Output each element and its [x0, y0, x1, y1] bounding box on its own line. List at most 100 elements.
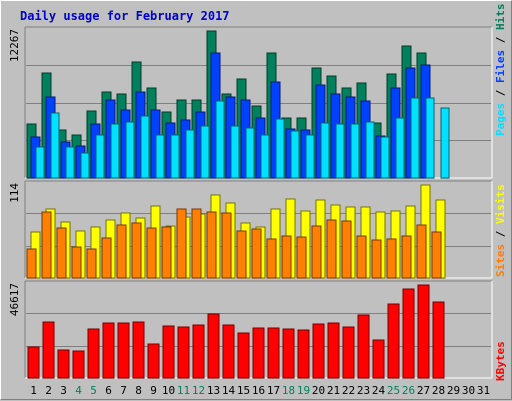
- kbytes-bar-day-5: [87, 328, 100, 379]
- pages-bar-day-2: [50, 112, 60, 179]
- legend-hits: Hits: [494, 4, 507, 31]
- chart-title: Daily usage for February 2017: [20, 9, 230, 23]
- day-label-12: 12: [192, 384, 205, 397]
- visits-panel-max-label: 114: [8, 183, 21, 203]
- pages-bar-day-13: [215, 100, 225, 179]
- day-label-17: 17: [267, 384, 280, 397]
- sites-bar-day-23: [356, 235, 367, 279]
- kbytes-bar-day-25: [387, 303, 400, 379]
- sites-bar-day-8: [131, 222, 142, 279]
- day-label-26: 26: [402, 384, 415, 397]
- day-label-18: 18: [282, 384, 295, 397]
- sites-bar-day-27: [416, 224, 427, 279]
- kbytes-bar-day-8: [132, 321, 145, 379]
- pages-bar-day-10: [170, 134, 180, 179]
- day-label-31: 31: [477, 384, 490, 397]
- pages-bar-day-20: [320, 122, 330, 179]
- day-label-30: 30: [462, 384, 475, 397]
- kbytes-bar-day-14: [222, 324, 235, 379]
- kbytes-panel-max-label: 46617: [8, 283, 21, 316]
- sites-bar-day-2: [41, 211, 52, 279]
- day-label-20: 20: [312, 384, 325, 397]
- sites-bar-day-25: [386, 238, 397, 279]
- kbytes-bar-day-6: [102, 322, 115, 379]
- pages-bar-day-17: [275, 118, 285, 179]
- kbytes-bar-day-24: [372, 339, 385, 379]
- day-label-29: 29: [447, 384, 460, 397]
- day-label-13: 13: [207, 384, 220, 397]
- legend-separator: /: [494, 83, 507, 103]
- chart-panels: [24, 26, 493, 379]
- hits-panel-max-label: 12267: [8, 29, 21, 62]
- kbytes-bar-day-16: [252, 327, 265, 379]
- pages-bar-day-12: [200, 125, 210, 179]
- kbytes-bar-day-13: [207, 313, 220, 379]
- day-label-10: 10: [162, 384, 175, 397]
- day-label-21: 21: [327, 384, 340, 397]
- sites-bar-day-3: [56, 227, 67, 279]
- pages-bar-day-3: [65, 146, 75, 179]
- day-label-9: 9: [150, 384, 157, 397]
- pages-bar-day-28: [440, 107, 450, 179]
- sites-bar-day-22: [341, 220, 352, 279]
- kbytes-bar-day-3: [57, 349, 70, 379]
- sites-bar-day-28: [431, 231, 442, 279]
- pages-bar-day-27: [425, 97, 435, 179]
- kbytes-bar-day-28: [432, 301, 445, 379]
- day-label-24: 24: [372, 384, 386, 397]
- day-label-15: 15: [237, 384, 250, 397]
- sites-bar-day-26: [401, 235, 412, 279]
- kbytes-bar-day-19: [297, 329, 310, 379]
- kbytes-bar-day-10: [162, 325, 175, 379]
- day-label-5: 5: [90, 384, 97, 397]
- sites-bar-day-14: [221, 212, 232, 279]
- kbytes-bar-day-20: [312, 323, 325, 379]
- sites-bar-day-7: [116, 224, 127, 279]
- kbytes-bar-day-18: [282, 328, 295, 379]
- kbytes-bar-day-2: [42, 321, 55, 379]
- pages-bar-day-19: [305, 134, 315, 179]
- kbytes-bar-day-15: [237, 332, 250, 379]
- kbytes-bar-day-1: [27, 346, 40, 379]
- day-label-6: 6: [105, 384, 112, 397]
- kbytes-bar-day-17: [267, 327, 280, 379]
- day-label-3: 3: [60, 384, 67, 397]
- panel-max-labels: 12267 114 46617: [8, 29, 21, 316]
- pages-bar-day-14: [230, 125, 240, 179]
- pages-bar-day-26: [410, 97, 420, 179]
- sites-bar-day-16: [251, 228, 262, 279]
- sites-bar-day-10: [161, 226, 172, 279]
- sites-bar-day-13: [206, 211, 217, 279]
- day-label-7: 7: [120, 384, 127, 397]
- sites-bar-day-24: [371, 239, 382, 279]
- kbytes-bar-day-4: [72, 350, 85, 379]
- sites-bar-day-9: [146, 227, 157, 279]
- day-label-28: 28: [432, 384, 445, 397]
- pages-bar-day-21: [335, 123, 345, 179]
- day-label-4: 4: [75, 384, 82, 397]
- kbytes-bar-day-9: [147, 343, 160, 379]
- day-label-14: 14: [222, 384, 236, 397]
- legend-bottom: KBytes: [494, 341, 507, 381]
- pages-bar-day-24: [380, 136, 390, 179]
- sites-bar-day-6: [101, 237, 112, 279]
- legend-side-labels: Pages / Files / Hits Sites / Visits KBytes: [494, 4, 507, 382]
- pages-bar-day-6: [110, 123, 120, 179]
- day-label-19: 19: [297, 384, 310, 397]
- visits-sites-panel: [24, 180, 493, 279]
- kbytes-panel: [24, 280, 493, 379]
- sites-bar-day-12: [191, 208, 202, 279]
- legend-top: Pages / Files / Hits: [494, 4, 507, 137]
- pages-bar-day-5: [95, 134, 105, 179]
- pages-bar-day-7: [125, 121, 135, 179]
- day-label-23: 23: [357, 384, 370, 397]
- kbytes-bar-day-12: [192, 324, 205, 379]
- sites-bar-day-19: [296, 236, 307, 279]
- sites-bar-day-1: [26, 248, 37, 279]
- legend-pages: Pages: [494, 103, 507, 136]
- pages-bar-day-18: [290, 130, 300, 179]
- legend-separator: /: [494, 224, 507, 244]
- x-axis-day-labels: 1 2 3 4 5 6 7 8 9 10 11 12 13 14 15 16 17 18 19 20 21 22 23 24 2…: [30, 384, 490, 397]
- day-label-2: 2: [45, 384, 52, 397]
